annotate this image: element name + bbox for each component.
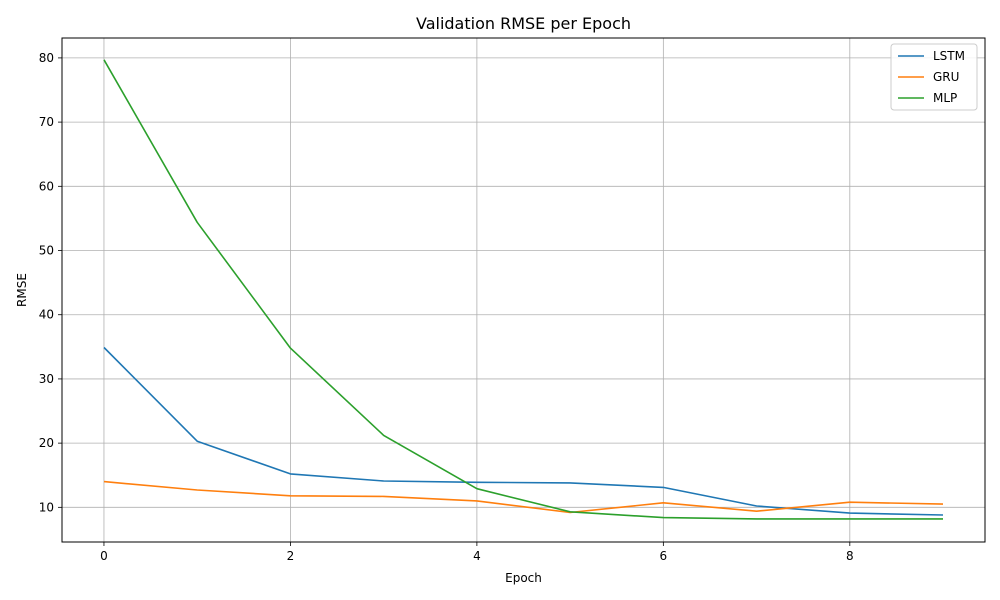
series-line-lstm <box>103 346 944 516</box>
x-tick-label: 0 <box>100 549 108 563</box>
y-tick-label: 20 <box>39 436 54 450</box>
y-tick-label: 80 <box>39 51 54 65</box>
x-tick-label: 6 <box>660 549 668 563</box>
chart-title: Validation RMSE per Epoch <box>416 14 631 33</box>
y-tick-label: 50 <box>39 244 54 258</box>
y-tick-label: 70 <box>39 115 54 129</box>
plot-area-frame <box>61 37 986 543</box>
series-line-mlp <box>103 59 943 520</box>
x-tick-label: 8 <box>846 549 854 563</box>
series-line-gru <box>103 480 944 514</box>
legend-label-gru: GRU <box>933 70 959 84</box>
y-tick-label: 60 <box>39 179 54 193</box>
legend: LSTM GRU MLP <box>890 43 978 111</box>
x-axis-ticks: 0 2 4 6 8 <box>100 542 854 563</box>
grid <box>62 38 985 542</box>
y-tick-label: 10 <box>39 500 54 514</box>
y-tick-label: 30 <box>39 372 54 386</box>
legend-label-mlp: MLP <box>933 91 957 105</box>
legend-box <box>890 43 978 111</box>
y-axis-ticks: 10 20 30 40 50 60 70 80 <box>39 51 62 514</box>
x-tick-label: 2 <box>287 549 295 563</box>
y-axis-label: RMSE <box>15 273 29 307</box>
legend-label-lstm: LSTM <box>933 49 965 63</box>
x-axis-label: Epoch <box>505 571 542 585</box>
y-tick-label: 40 <box>39 308 54 322</box>
x-tick-label: 4 <box>473 549 481 563</box>
series-lines <box>103 59 944 520</box>
